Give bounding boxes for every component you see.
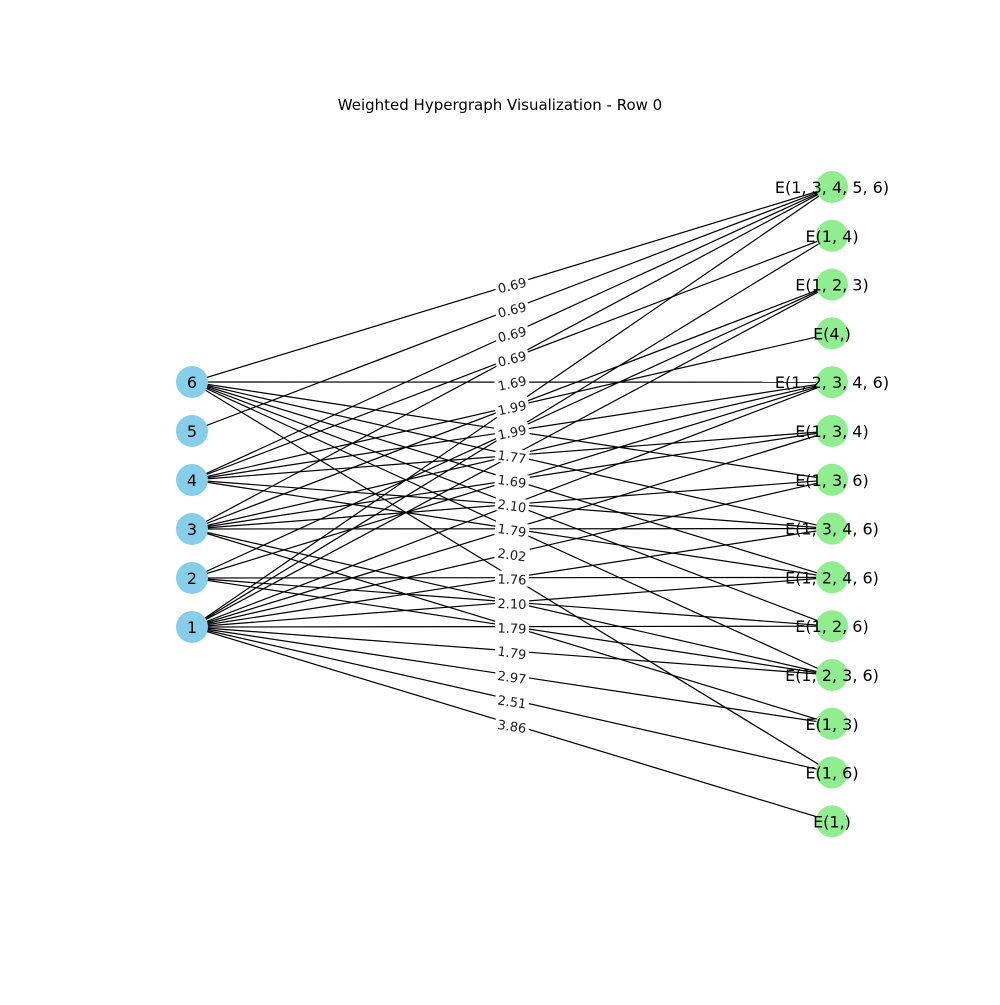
weight-label-text: 2.51 bbox=[496, 694, 527, 713]
weight-label: 0.69 bbox=[494, 298, 531, 323]
hyperedge-label-7: E(1, 3, 4, 6) bbox=[785, 520, 879, 539]
hyperedge-label-2: E(1, 2, 3) bbox=[795, 276, 868, 295]
hyperedge-label-6: E(1, 3, 6) bbox=[795, 471, 868, 490]
vertex-label-5: 5 bbox=[187, 422, 197, 441]
hyperedge-label-12: E(1, 6) bbox=[805, 764, 858, 783]
hyperedge-label-3: E(4,) bbox=[813, 324, 851, 343]
weight-label-text: 2.10 bbox=[496, 498, 527, 517]
weight-label: 1.79 bbox=[495, 619, 530, 637]
weight-label-text: 0.69 bbox=[497, 276, 529, 298]
weight-label: 1.69 bbox=[494, 471, 530, 493]
weight-label: 3.86 bbox=[494, 716, 530, 738]
weight-label-text: 2.10 bbox=[497, 597, 526, 613]
weight-label: 0.69 bbox=[494, 322, 531, 347]
hyperedge-label-8: E(1, 2, 4, 6) bbox=[785, 568, 879, 587]
weight-label-text: 1.69 bbox=[496, 473, 527, 492]
hyperedge-label-4: E(1, 2, 3, 4, 6) bbox=[775, 373, 889, 392]
hyperedge-label-5: E(1, 3, 4) bbox=[795, 422, 868, 441]
weight-label: 1.79 bbox=[494, 642, 530, 664]
hyperedge-label-10: E(1, 2, 3, 6) bbox=[785, 666, 879, 685]
weight-label: 1.99 bbox=[494, 421, 531, 445]
weight-label: 0.69 bbox=[494, 347, 531, 372]
weight-label-text: 2.97 bbox=[496, 669, 527, 688]
weight-label: 2.51 bbox=[494, 691, 530, 713]
weight-label: 1.76 bbox=[495, 570, 530, 588]
weight-label: 2.02 bbox=[494, 544, 530, 566]
weight-label-text: 1.79 bbox=[497, 621, 526, 637]
vertex-label-6: 6 bbox=[187, 373, 197, 392]
weight-label: 1.79 bbox=[494, 520, 530, 542]
weight-label-text: 0.69 bbox=[497, 300, 529, 322]
weight-label-text: 0.69 bbox=[497, 325, 529, 347]
hyperedge-label-9: E(1, 2, 6) bbox=[795, 617, 868, 636]
vertex-label-1: 1 bbox=[187, 618, 197, 637]
weight-label: 2.97 bbox=[494, 667, 530, 689]
weight-label: 1.69 bbox=[494, 372, 531, 396]
weight-label: 2.10 bbox=[495, 595, 530, 613]
weight-label-text: 1.77 bbox=[496, 449, 527, 468]
hyperedge-label-0: E(1, 3, 4, 5, 6) bbox=[775, 178, 889, 197]
weight-label: 0.69 bbox=[494, 273, 531, 298]
weight-label: 2.10 bbox=[494, 495, 530, 517]
weight-label-text: 2.02 bbox=[496, 547, 527, 566]
hyperedge-label-13: E(1,) bbox=[813, 812, 851, 831]
vertex-label-4: 4 bbox=[187, 471, 197, 490]
vertex-label-2: 2 bbox=[187, 569, 197, 588]
chart-title: Weighted Hypergraph Visualization - Row … bbox=[0, 96, 1000, 114]
nodes-layer: 6 5 4 3 2 1 E(1, 3, 4, 5, 6) E(1, 4) E(1, 2, 3) E… bbox=[176, 171, 889, 837]
weight-label-text: 0.69 bbox=[497, 349, 529, 371]
vertex-label-3: 3 bbox=[187, 520, 197, 539]
hyperedge-label-11: E(1, 3) bbox=[805, 715, 858, 734]
weight-label: 1.99 bbox=[494, 396, 531, 420]
weight-label-text: 3.86 bbox=[496, 718, 527, 737]
hyperedge-label-1: E(1, 4) bbox=[805, 227, 858, 246]
weight-label-text: 1.79 bbox=[496, 645, 527, 664]
weight-label-text: 1.79 bbox=[496, 522, 527, 541]
weight-label-text: 1.76 bbox=[497, 572, 526, 588]
weight-labels-layer: 0.690.690.690.691.691.991.991.771.692.10… bbox=[494, 273, 531, 737]
